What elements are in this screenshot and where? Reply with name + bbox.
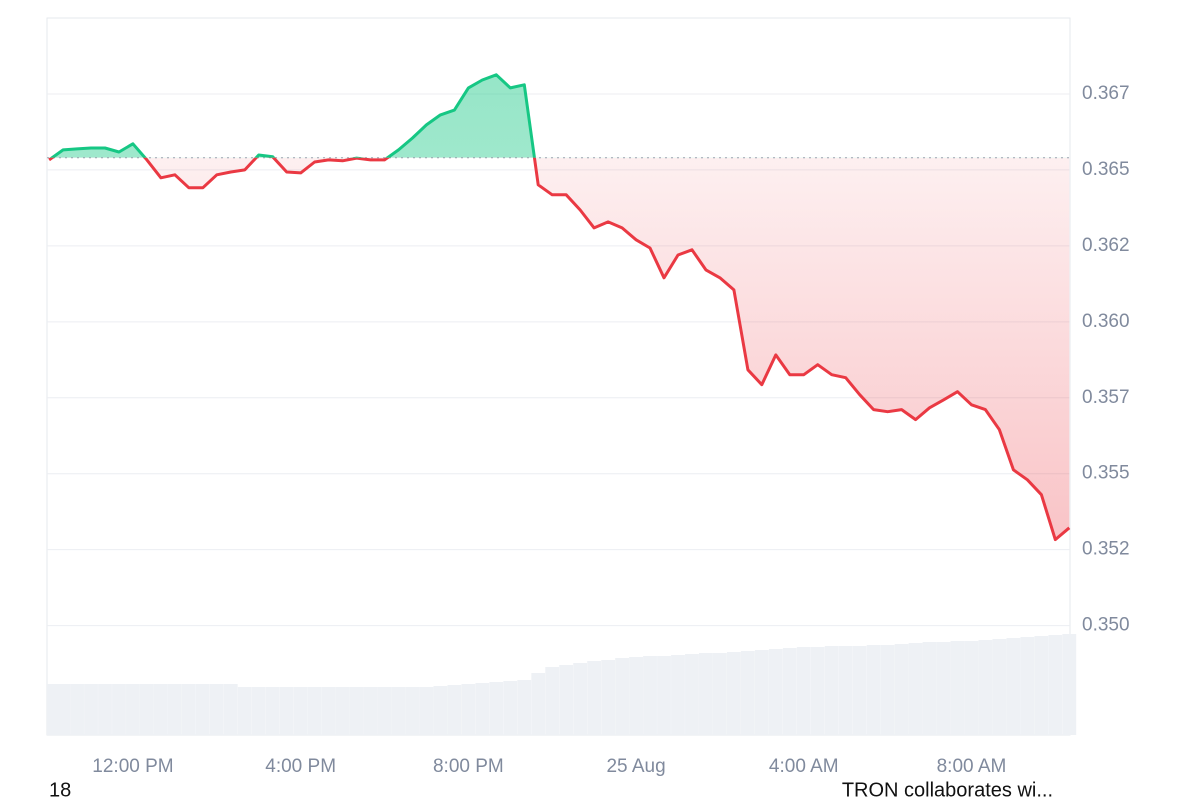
volume-bar: [559, 665, 574, 735]
y-tick-label: 0.362: [1082, 235, 1130, 256]
volume-bar: [405, 687, 420, 735]
volume-bar: [112, 684, 126, 735]
volume-bar: [349, 687, 364, 735]
volume-bar: [140, 684, 154, 735]
price-line-down: [48, 157, 1071, 542]
volume-bar: [251, 687, 266, 735]
volume-bar: [852, 646, 867, 735]
volume-bar: [587, 661, 602, 735]
volume-bar: [70, 684, 84, 735]
volume-bar: [391, 687, 406, 735]
y-tick-label: 0.355: [1082, 463, 1130, 484]
volume-bar: [768, 649, 783, 735]
volume-bar: [643, 656, 657, 735]
volume-bar: [377, 687, 392, 735]
volume-bar: [433, 686, 448, 735]
volume-bar: [307, 687, 322, 735]
volume-bar: [796, 647, 811, 735]
volume-bar: [56, 684, 70, 735]
volume-bar: [181, 684, 196, 735]
volume-bar: [447, 685, 462, 735]
volume-bar: [810, 647, 825, 735]
volume-bar: [363, 687, 378, 735]
volume-bar: [1048, 635, 1063, 735]
volume-bar: [503, 681, 518, 735]
volume-bar: [1006, 638, 1021, 735]
volume-bar: [265, 687, 280, 735]
volume-bar: [936, 642, 951, 735]
volume-bar: [964, 641, 979, 735]
volume-bar: [475, 683, 490, 735]
volume-bar: [908, 643, 923, 735]
volume-bar: [84, 684, 98, 735]
volume-bar: [195, 684, 210, 735]
volume-bar: [838, 646, 853, 735]
volume-bar: [293, 687, 308, 735]
y-tick-label: 0.365: [1082, 159, 1130, 180]
volume-bar: [153, 684, 168, 735]
x-tick-label: 25 Aug: [606, 756, 665, 777]
volume-bar: [754, 650, 769, 735]
volume-bar: [629, 657, 643, 735]
y-tick-label: 0.352: [1082, 539, 1130, 560]
x-tick-label: 4:00 AM: [769, 756, 839, 777]
volume-bar: [978, 640, 993, 735]
volume-bar: [950, 641, 965, 735]
volume-bar: [671, 655, 685, 735]
x-tick-label: 8:00 PM: [433, 756, 504, 777]
volume-bar: [824, 646, 839, 735]
x-tick-label: 12:00 PM: [92, 756, 173, 777]
volume-bar: [740, 651, 755, 735]
volume-bar: [531, 673, 546, 735]
volume-bar: [98, 684, 112, 735]
area-down: [49, 157, 1070, 540]
y-tick-label: 0.350: [1082, 615, 1130, 636]
plot: 0.350 0.352 0.355 0.357 0.360 0.362 0.365 0.367…: [46, 17, 1130, 777]
volume-bar: [601, 660, 616, 735]
volume-bar: [573, 663, 588, 735]
footer-right: TRON collaborates wi...: [842, 779, 1053, 800]
volume-bar: [237, 687, 252, 735]
volume-bar: [866, 645, 881, 735]
volume-bar: [699, 653, 713, 735]
volume-bar: [657, 656, 671, 735]
volume-bar: [1062, 634, 1077, 735]
volume-bar: [545, 667, 560, 735]
x-tick-label: 4:00 PM: [265, 756, 336, 777]
volume-bar: [685, 654, 699, 735]
volume-bar: [517, 680, 532, 735]
volume-bar: [279, 687, 294, 735]
volume-bar: [167, 684, 182, 735]
volume-bar: [1020, 637, 1035, 735]
volume-bar: [922, 642, 937, 735]
volume-bar: [209, 684, 224, 735]
volume-bar: [880, 645, 895, 735]
volume-bar: [223, 684, 238, 735]
volume-bar: [335, 687, 350, 735]
volume-bar: [615, 658, 630, 735]
volume-bar: [489, 682, 504, 735]
volume-bar: [321, 687, 336, 735]
volume-bar: [894, 644, 909, 735]
volume-bar: [461, 684, 476, 735]
volume-bar: [713, 653, 727, 735]
footer-left: 18: [49, 779, 71, 800]
volume-bar: [126, 684, 140, 735]
y-tick-label: 0.357: [1082, 387, 1130, 408]
volume-bar: [1034, 636, 1049, 735]
y-tick-label: 0.367: [1082, 83, 1130, 104]
x-tick-label: 8:00 AM: [937, 756, 1007, 777]
volume-bar: [992, 639, 1007, 735]
y-tick-label: 0.360: [1082, 311, 1130, 332]
volume-bar: [419, 687, 434, 735]
volume-bar: [726, 652, 741, 735]
volume-bar: [782, 648, 797, 735]
